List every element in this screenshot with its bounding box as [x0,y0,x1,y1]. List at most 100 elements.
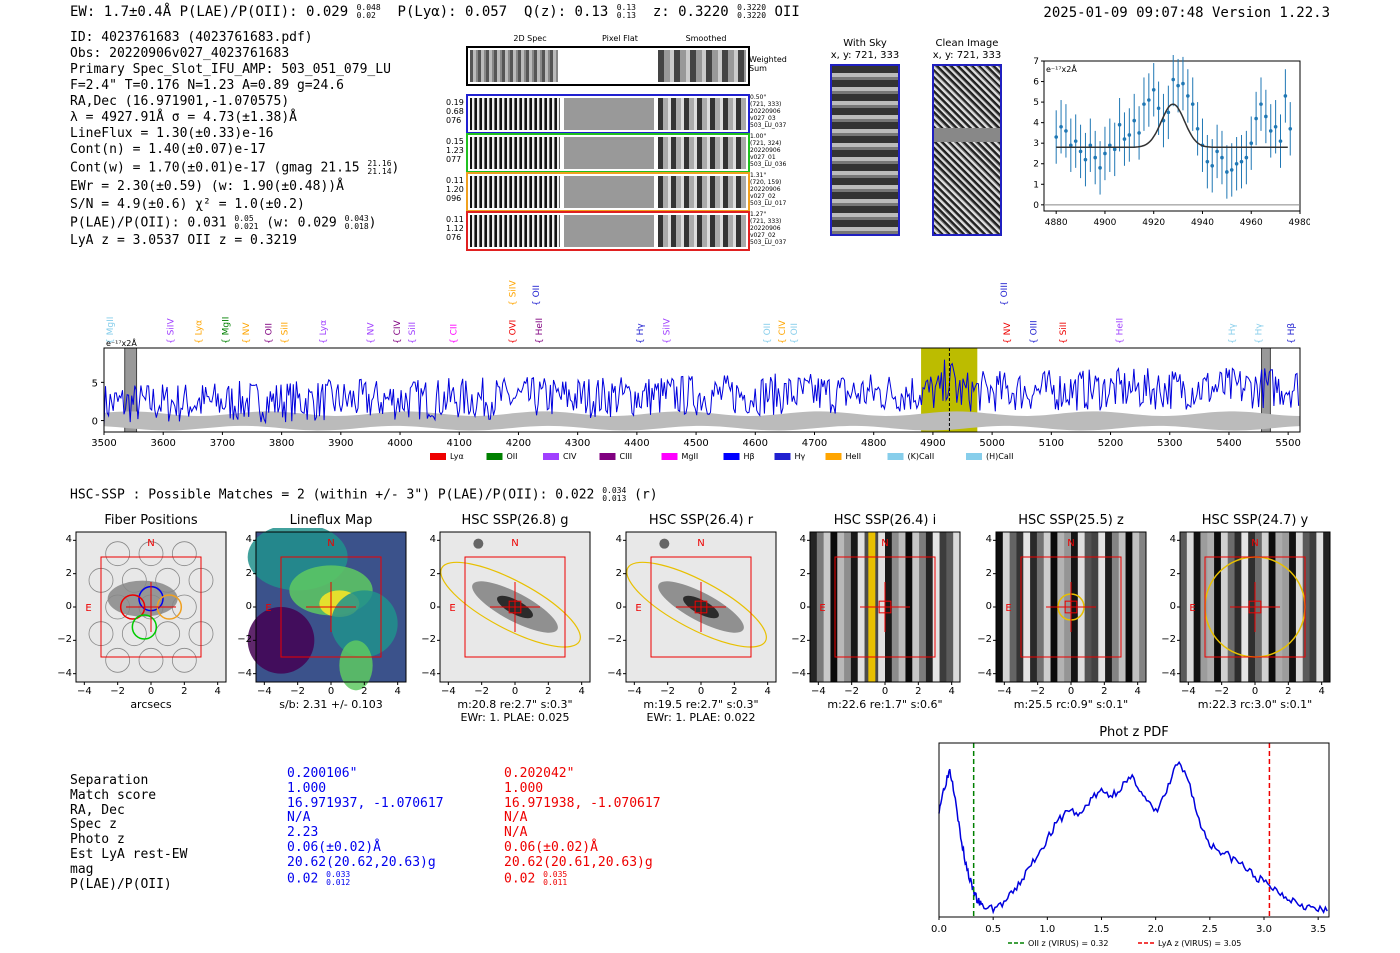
legend-label: MgII [682,452,699,461]
data-point [1220,155,1224,160]
spec2d-row-left-label: 0.11 1.12 076 [446,215,464,242]
aperture-ellipse [626,561,767,648]
stripe [1193,532,1201,682]
x-tick-label: −4 [440,686,456,697]
data-point [1166,110,1171,115]
y-tick-label: 4 [615,534,622,546]
stripe [946,532,954,682]
line-marker: { OII [265,323,275,344]
spec2d-row [466,211,750,251]
stripe [1132,532,1140,682]
line-marker-label: { MgII [106,317,116,344]
search-box [100,556,202,658]
line-marker: { SiIV [662,318,672,344]
x-tick-label: −2 [660,686,676,697]
x-tick-label: −4 [1180,686,1196,697]
stripe [1118,532,1127,682]
y-tick-label: 5 [1033,98,1039,108]
y-tick-label: 0 [615,601,622,612]
x-tick-label: 2 [361,686,368,697]
line-marker: { NV [1003,322,1013,344]
x-tick-label: 4 [1134,686,1141,697]
table-label: Photo z [70,832,125,848]
line-marker: { NV [242,322,252,344]
x-tick-label: 5300 [1157,438,1182,449]
line-marker: { OII [790,323,800,344]
x-tick-label: 2.5 [1202,924,1218,935]
pixelflat-image [564,137,654,169]
legend-label: LyA z (VIRUS) = 3.05 [1158,939,1241,948]
y-tick-label: −2 [421,634,436,646]
y-tick-label: −4 [421,667,436,679]
stripe [1323,532,1331,682]
data-point [1210,163,1215,168]
table-cell: 0.06(±0.02)Å [287,839,381,855]
table-label: Separation [70,773,149,788]
x-tick-label: 4940 [1191,218,1214,228]
fiber-circle [171,647,197,673]
hsc-panel-title: Fiber Positions [104,513,198,528]
x-tick-label: −4 [626,686,642,697]
table-label: P(LAE)/P(OII) [70,876,172,892]
full-spectrum-chart: 0 5 e⁻¹⁷x2Å 3500 3600 3700 3800 3900 4000 4100 420… [91,280,1301,461]
hsc-panel-subtitle: m:25.5 rc:0.9" s:0.1" [1013,698,1129,711]
fiber-circle [105,541,131,567]
spec2d-row-right-label: 1.27" (721, 333) 20220906 v027_02 503_LU_037 [750,211,787,246]
spec2d-image [470,215,560,247]
x-tick-label: 4600 [743,438,768,449]
table-cell: 0.02 0.033 0.012 [287,869,351,887]
line-marker: { SiIV [166,318,176,344]
spec2d-image [470,176,560,208]
hsc-cutout: NE [73,531,227,685]
compass-e: E [265,603,271,614]
y-tick-label: −2 [57,634,72,646]
col-title-pixelflat: Pixel Flat [602,34,638,43]
data-point [1181,81,1185,86]
line-marker-label: { Hγ [1228,323,1238,344]
spec2d-row [466,133,750,173]
legend-swatch [887,453,904,460]
gaussian-fit-curve [1056,103,1288,149]
legend-label: CIII [620,452,633,461]
x-tick-label: 2 [915,686,922,697]
line-marker: { SiII [281,322,291,344]
data-point [1205,159,1210,164]
data-point [1108,143,1112,148]
line-marker-label: { OII [532,285,542,306]
stripe [850,532,859,682]
center-marker [694,600,708,614]
legend-swatch [543,453,559,460]
hsc-panel-subtitle: arcsecs [130,698,172,711]
y-tick-label: −2 [607,634,622,646]
hsc-title: HSC-SSP : Possible Matches = 2 (within +… [70,486,658,503]
data-point [1225,170,1229,174]
y-tick-label: 4 [429,534,436,546]
compass-n: N [1067,538,1074,549]
neighbor-source [659,538,670,549]
table-cell: N/A [504,810,528,826]
fiber-circle [138,647,164,673]
match-table-col2: 0.202042" 1.000 16.971938, -1.070617 N/A… [504,766,661,887]
line-marker: { OII [763,323,773,344]
data-point [1268,129,1273,133]
match-table-col1: 0.200106" 1.000 16.971937, -1.070617 N/A… [287,766,444,887]
x-tick-label: 2 [731,686,738,697]
x-tick-label: 4000 [387,438,412,449]
fiber-circle [171,541,197,567]
weighted-2dspec-image [470,50,558,82]
pdf-curve [938,760,1328,915]
data-point [1249,141,1254,145]
col-title-smoothed: Smoothed [685,34,727,43]
legend-label: OII z (VIRUS) = 0.32 [1028,939,1108,948]
table-cell: N/A [504,825,528,841]
header-timestamp-version: 2025-01-09 09:07:48 Version 1.22.3 [1043,5,1330,21]
stripe [953,532,961,682]
center-marker [878,600,892,614]
x-tick-label: 2 [1285,686,1292,697]
line-marker: { OVI [509,320,519,344]
info-line: Cont(n) = 1.40(±0.07)e-17 [70,142,266,157]
data-point [1137,131,1141,135]
spec2d-panel: 2D Spec Pixel Flat Smoothed Weighted Sum… [446,34,796,259]
table-cell: 20.62(20.61,20.63)g [504,854,653,870]
legend-label: CIV [563,452,577,461]
